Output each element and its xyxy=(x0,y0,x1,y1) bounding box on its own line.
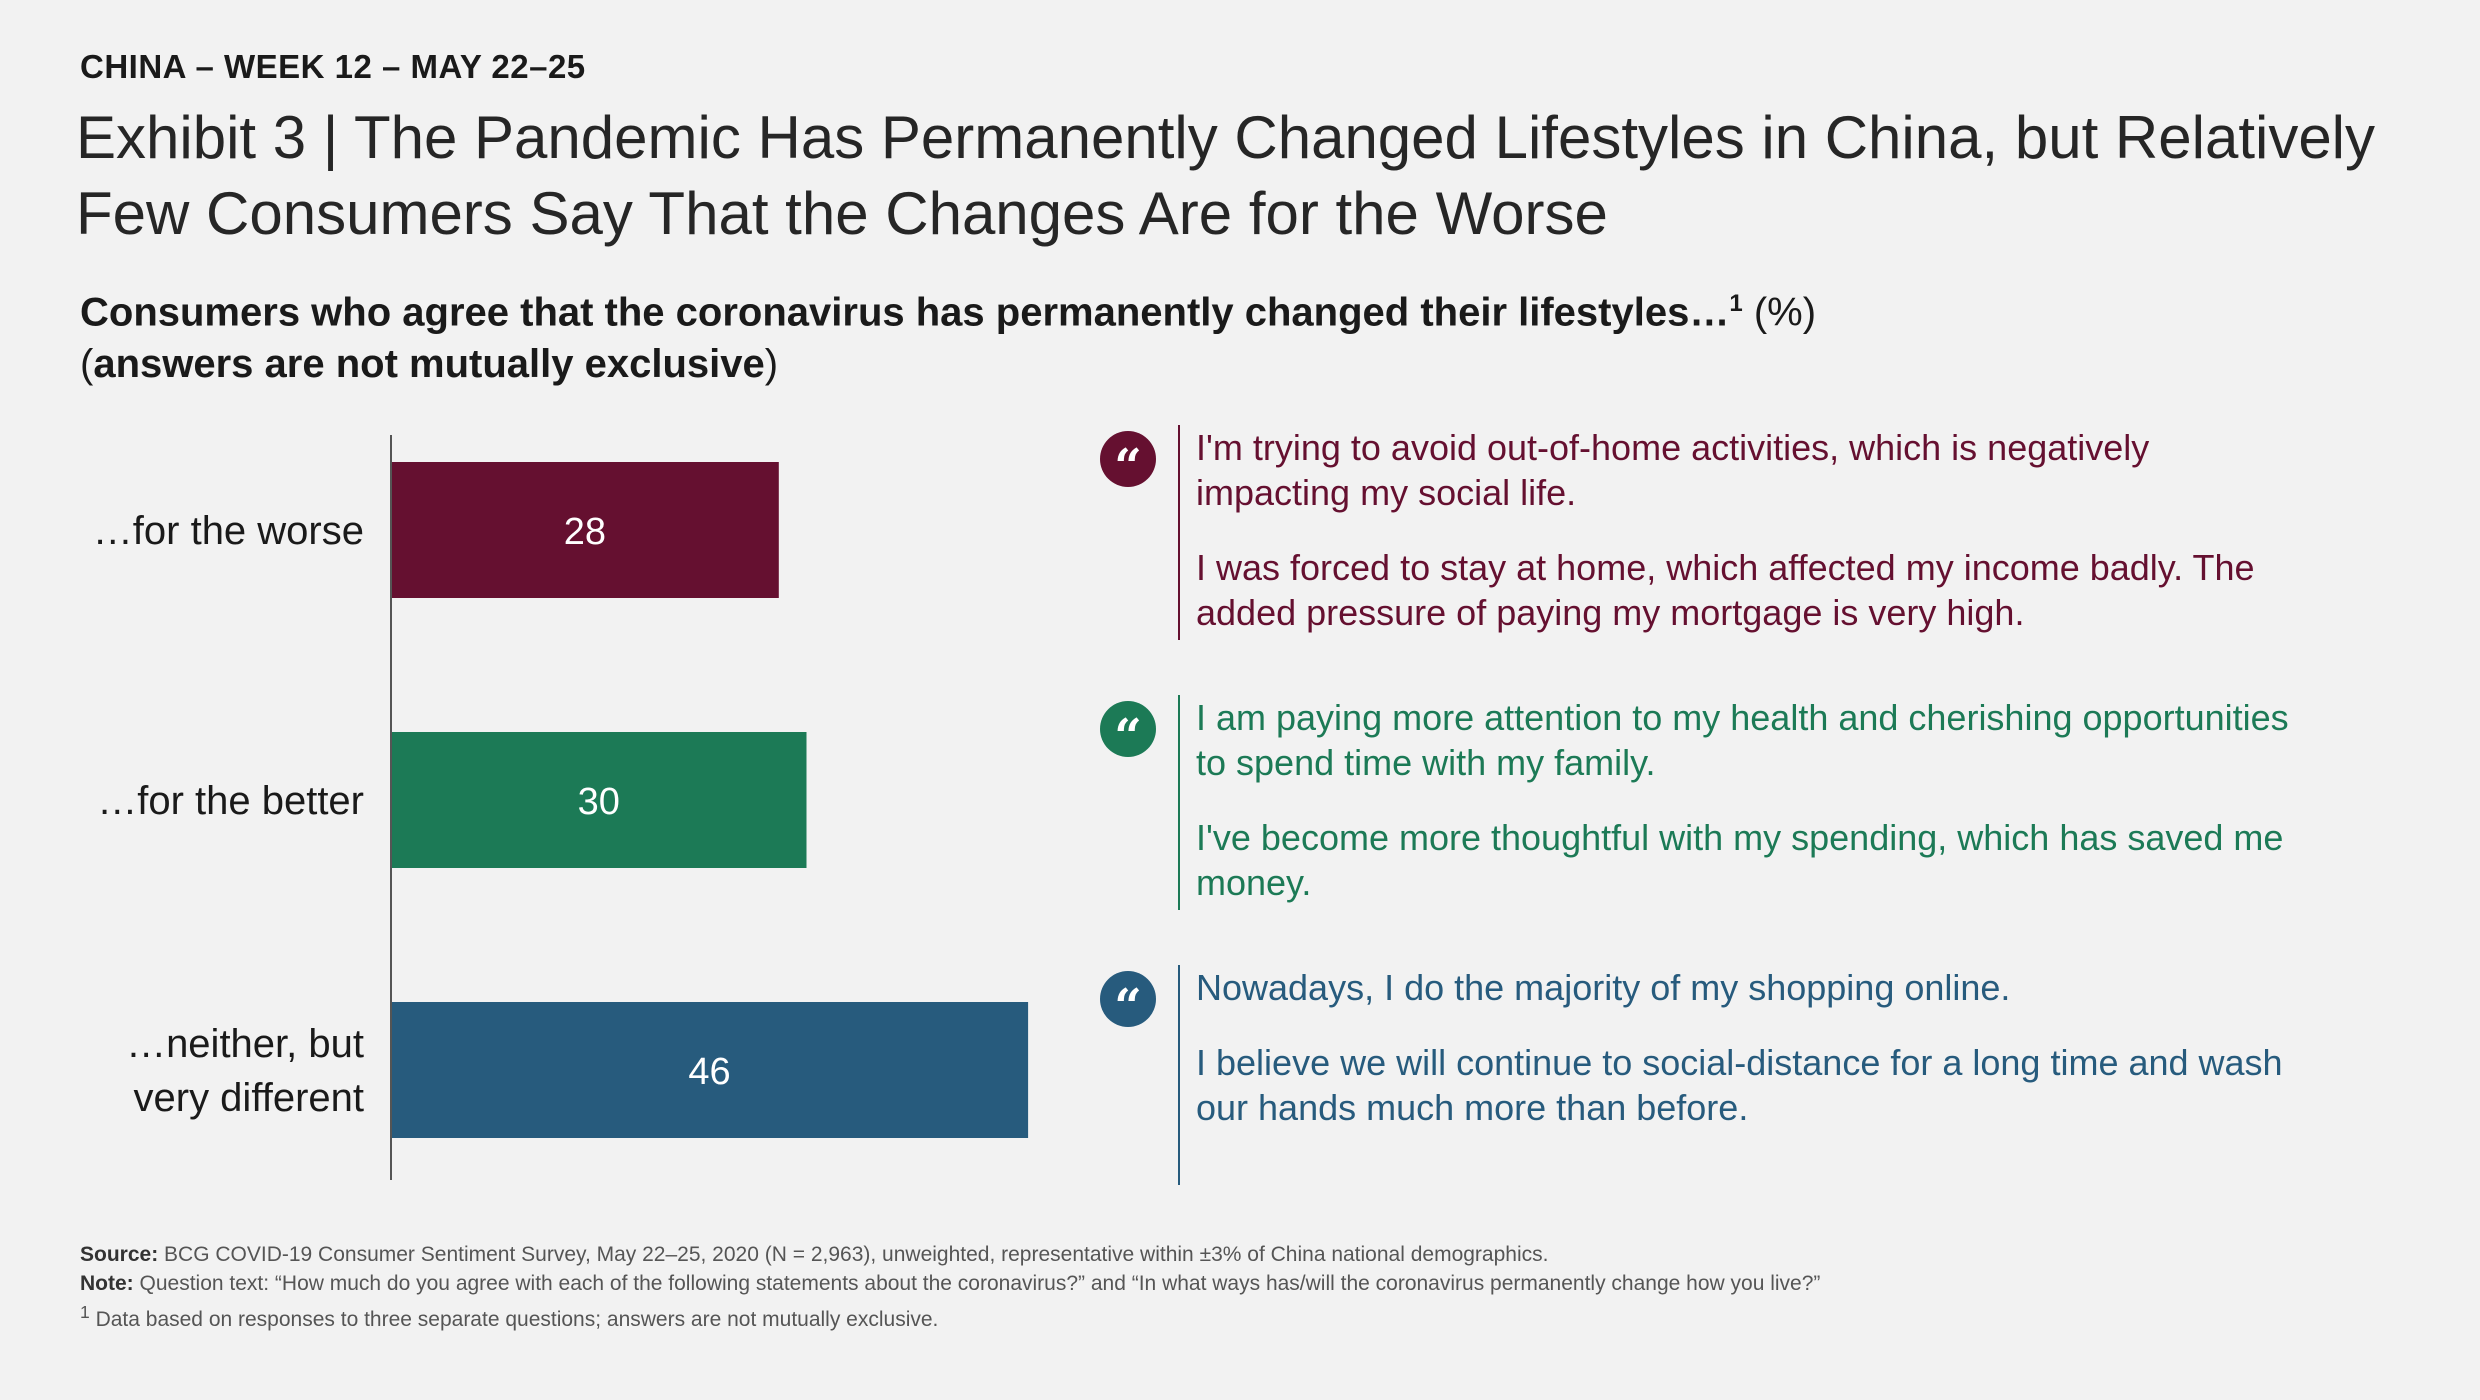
bar-value-label: 28 xyxy=(564,511,606,553)
footnote-line: 1 Data based on responses to three separ… xyxy=(80,1298,2380,1334)
source-line: Source: BCG COVID-19 Consumer Sentiment … xyxy=(80,1240,2380,1269)
page-title: Exhibit 3 | The Pandemic Has Permanently… xyxy=(76,104,2376,247)
quote-block: “ Nowadays, I do the majority of my shopp… xyxy=(1100,965,2300,1185)
bar-0 xyxy=(391,462,779,598)
quote-rule xyxy=(1178,695,1180,910)
bar-1 xyxy=(391,732,807,868)
category-label: …for the better xyxy=(97,779,364,823)
quote-paragraph: Nowadays, I do the majority of my shoppi… xyxy=(1196,967,2011,1008)
quote-block: “ I'm trying to avoid out-of-home activit… xyxy=(1100,425,2300,640)
footer: Source: BCG COVID-19 Consumer Sentiment … xyxy=(80,1240,2380,1334)
subtitle-paren-close: ) xyxy=(764,342,779,387)
chart-subtitle: Consumers who agree that the coronavirus… xyxy=(80,278,2380,390)
quote-paragraph: I believe we will continue to social-dis… xyxy=(1196,1042,2283,1128)
quote-block: “ I am paying more attention to my health… xyxy=(1100,695,2300,910)
subtitle-line2: answers are not mutually exclusive xyxy=(93,342,765,387)
footnote-mark: 1 xyxy=(80,1302,90,1322)
subtitle-paren-open: ( xyxy=(80,342,94,387)
subtitle-main: Consumers who agree that the coronavirus… xyxy=(80,290,1730,335)
bar-value-label: 30 xyxy=(578,781,620,823)
quote-paragraph: I am paying more attention to my health … xyxy=(1196,697,2289,783)
quote-text: I'm trying to avoid out-of-home activiti… xyxy=(1196,425,2296,665)
subtitle-footnote-mark: 1 xyxy=(1729,290,1743,317)
note-text: Question text: “How much do you agree wi… xyxy=(133,1272,1821,1295)
quote-paragraph: I've become more thoughtful with my spen… xyxy=(1196,817,2284,903)
note-line: Note: Question text: “How much do you ag… xyxy=(80,1269,2380,1298)
category-label: …neither, but xyxy=(126,1022,364,1066)
subtitle-unit: (%) xyxy=(1742,290,1817,335)
kicker: CHINA – WEEK 12 – MAY 22–25 xyxy=(80,48,586,85)
quote-mark-icon: “ xyxy=(1100,431,1156,495)
category-label: very different xyxy=(134,1076,365,1120)
source-label: Source: xyxy=(80,1243,159,1266)
source-text: BCG COVID-19 Consumer Sentiment Survey, … xyxy=(158,1243,1549,1266)
quote-text: I am paying more attention to my health … xyxy=(1196,695,2296,935)
footnote-text: Data based on responses to three separat… xyxy=(89,1308,939,1331)
quote-paragraph: I'm trying to avoid out-of-home activiti… xyxy=(1196,427,2150,513)
note-label: Note: xyxy=(80,1272,134,1295)
quote-text: Nowadays, I do the majority of my shoppi… xyxy=(1196,965,2296,1160)
quote-rule xyxy=(1178,965,1180,1185)
bar-2 xyxy=(391,1002,1029,1138)
category-label: …for the worse xyxy=(93,509,364,553)
bar-chart: 28 …for the worse 30 …for the better 46 …neit… xyxy=(93,435,1029,1180)
quote-mark-icon: “ xyxy=(1100,971,1156,1035)
quote-rule xyxy=(1178,425,1180,640)
bar-value-label: 46 xyxy=(688,1051,730,1093)
quote-mark-icon: “ xyxy=(1100,701,1156,765)
quote-paragraph: I was forced to stay at home, which affe… xyxy=(1196,547,2255,633)
